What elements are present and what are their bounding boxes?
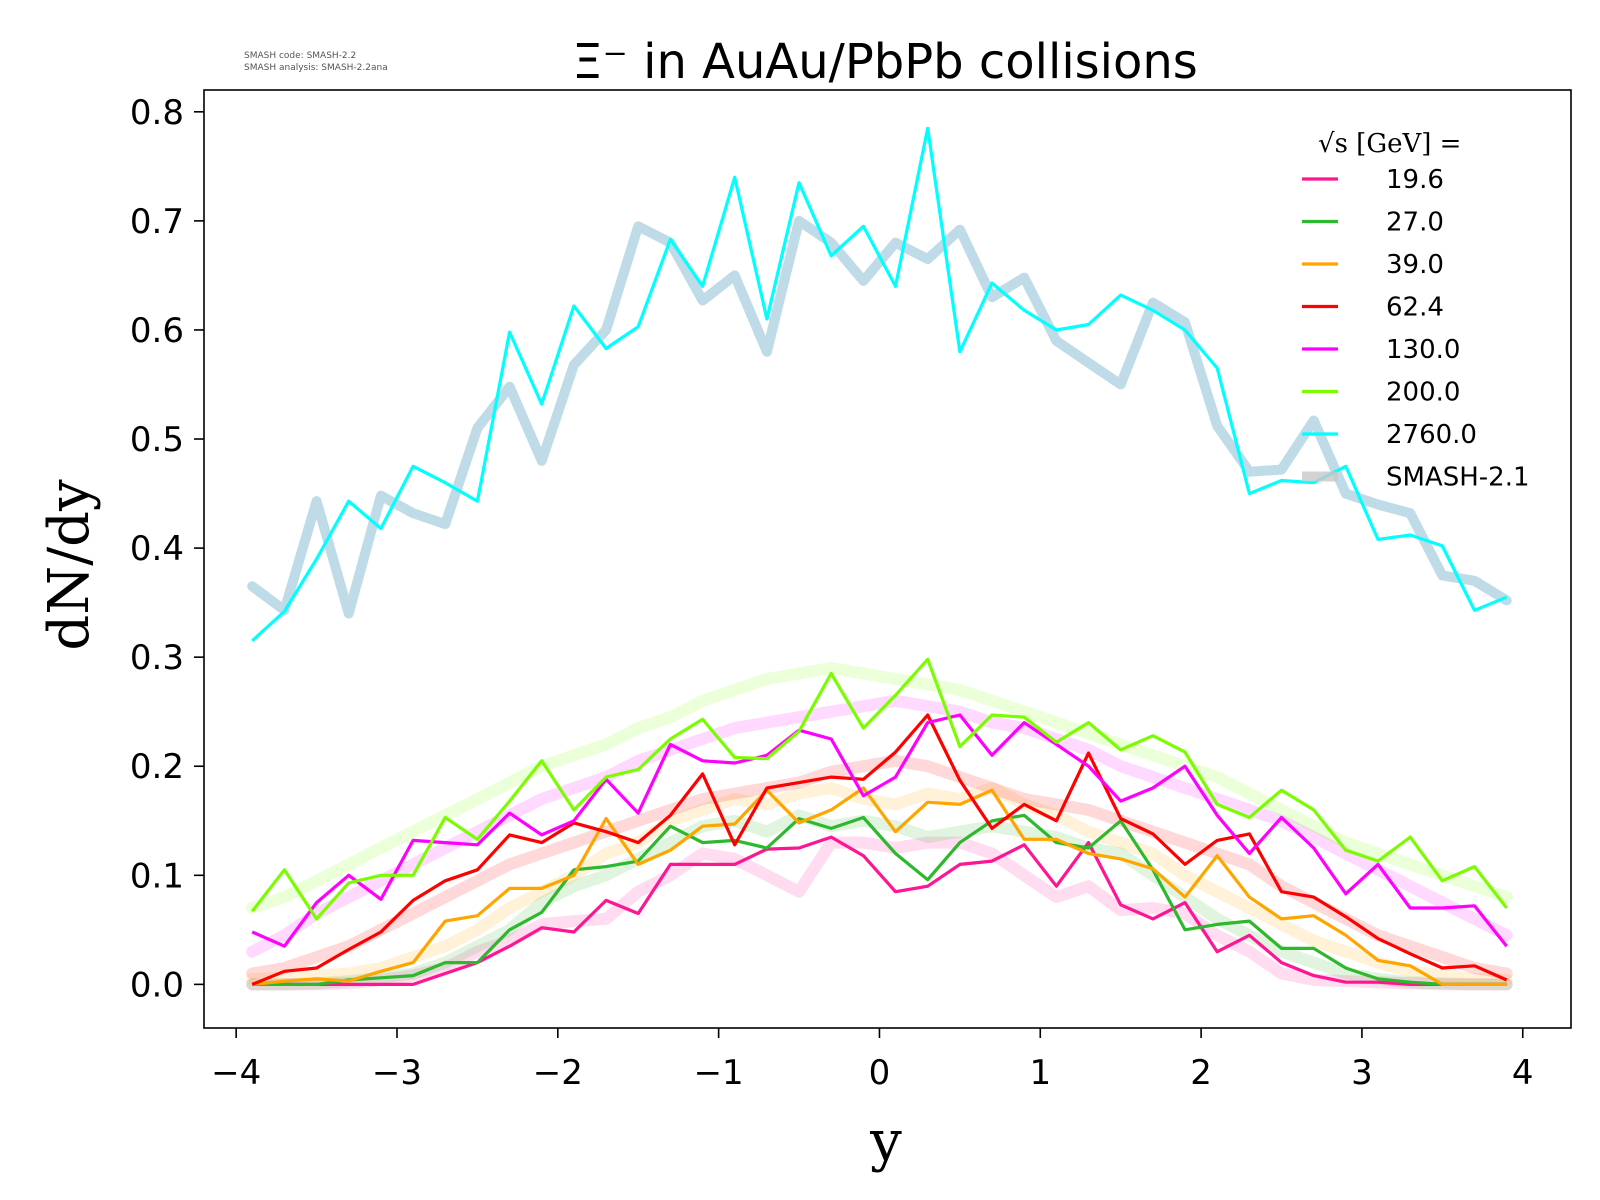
x-tick-label: −3 [372, 1053, 422, 1093]
legend-label-1: 27.0 [1386, 208, 1444, 238]
x-axis-label: y [869, 1109, 902, 1174]
y-tick-label: 0.6 [130, 311, 184, 351]
y-tick-label: 0.5 [130, 420, 184, 460]
y-tick-label: 0.0 [130, 965, 184, 1005]
reference-line-2 [246, 782, 1513, 986]
y-axis-label: dN/dy [37, 479, 102, 651]
plot-area [246, 126, 1513, 991]
legend-label-0: 19.6 [1386, 165, 1444, 195]
x-tick-label: −1 [694, 1053, 744, 1093]
reference-line-0 [246, 836, 1513, 991]
series-line-2 [252, 786, 1507, 986]
legend-label-reference: SMASH-2.1 [1386, 463, 1530, 493]
series-lines [250, 126, 1508, 986]
annotation-analysis: SMASH analysis: SMASH-2.2ana [244, 63, 388, 73]
reference-line-1 [246, 809, 1513, 991]
plot-frame [203, 89, 1572, 1029]
legend-title: √s [GeV] = [1318, 129, 1461, 159]
legend-label-4: 130.0 [1386, 335, 1460, 365]
reference-line-6 [247, 215, 1512, 619]
series-line-6 [251, 126, 1508, 642]
y-tick-label: 0.2 [130, 747, 184, 787]
y-tick-label: 0.3 [130, 638, 184, 678]
series-line-1 [252, 813, 1507, 986]
reference-line-4 [246, 694, 1513, 958]
legend-label-6: 2760.0 [1386, 420, 1477, 450]
series-line-4 [251, 713, 1508, 948]
x-axis: −4 −3 −2 −1 0 1 2 3 4 [211, 1028, 1534, 1093]
x-tick-label: −4 [211, 1053, 261, 1093]
legend-label-5: 200.0 [1386, 378, 1460, 408]
series-line-0 [252, 835, 1507, 986]
x-tick-label: 0 [869, 1053, 891, 1093]
x-tick-label: −2 [533, 1053, 583, 1093]
series-line-3 [251, 713, 1508, 986]
annotation-code: SMASH code: SMASH-2.2 [244, 51, 356, 61]
legend-label-2: 39.0 [1386, 250, 1444, 280]
y-tick-label: 0.1 [130, 856, 184, 896]
series-line-5 [250, 657, 1508, 921]
legend: √s [GeV] = 19.6 27.0 39.0 62.4 130.0 200.0 276… [1302, 129, 1530, 493]
x-tick-label: 2 [1190, 1053, 1212, 1093]
y-tick-label: 0.4 [130, 529, 184, 569]
chart-title: Ξ⁻ in AuAu/PbPb collisions [572, 34, 1198, 90]
x-tick-label: 3 [1351, 1053, 1373, 1093]
y-tick-label: 0.7 [130, 202, 184, 242]
y-axis: 0.0 0.1 0.2 0.3 0.4 0.5 0.6 0.7 0.8 [130, 93, 204, 1005]
x-tick-label: 4 [1512, 1053, 1534, 1093]
reference-line-5 [246, 662, 1513, 914]
y-tick-label: 0.8 [130, 93, 184, 133]
reference-curves [246, 215, 1513, 991]
x-tick-label: 1 [1029, 1053, 1051, 1093]
legend-label-3: 62.4 [1386, 293, 1444, 323]
